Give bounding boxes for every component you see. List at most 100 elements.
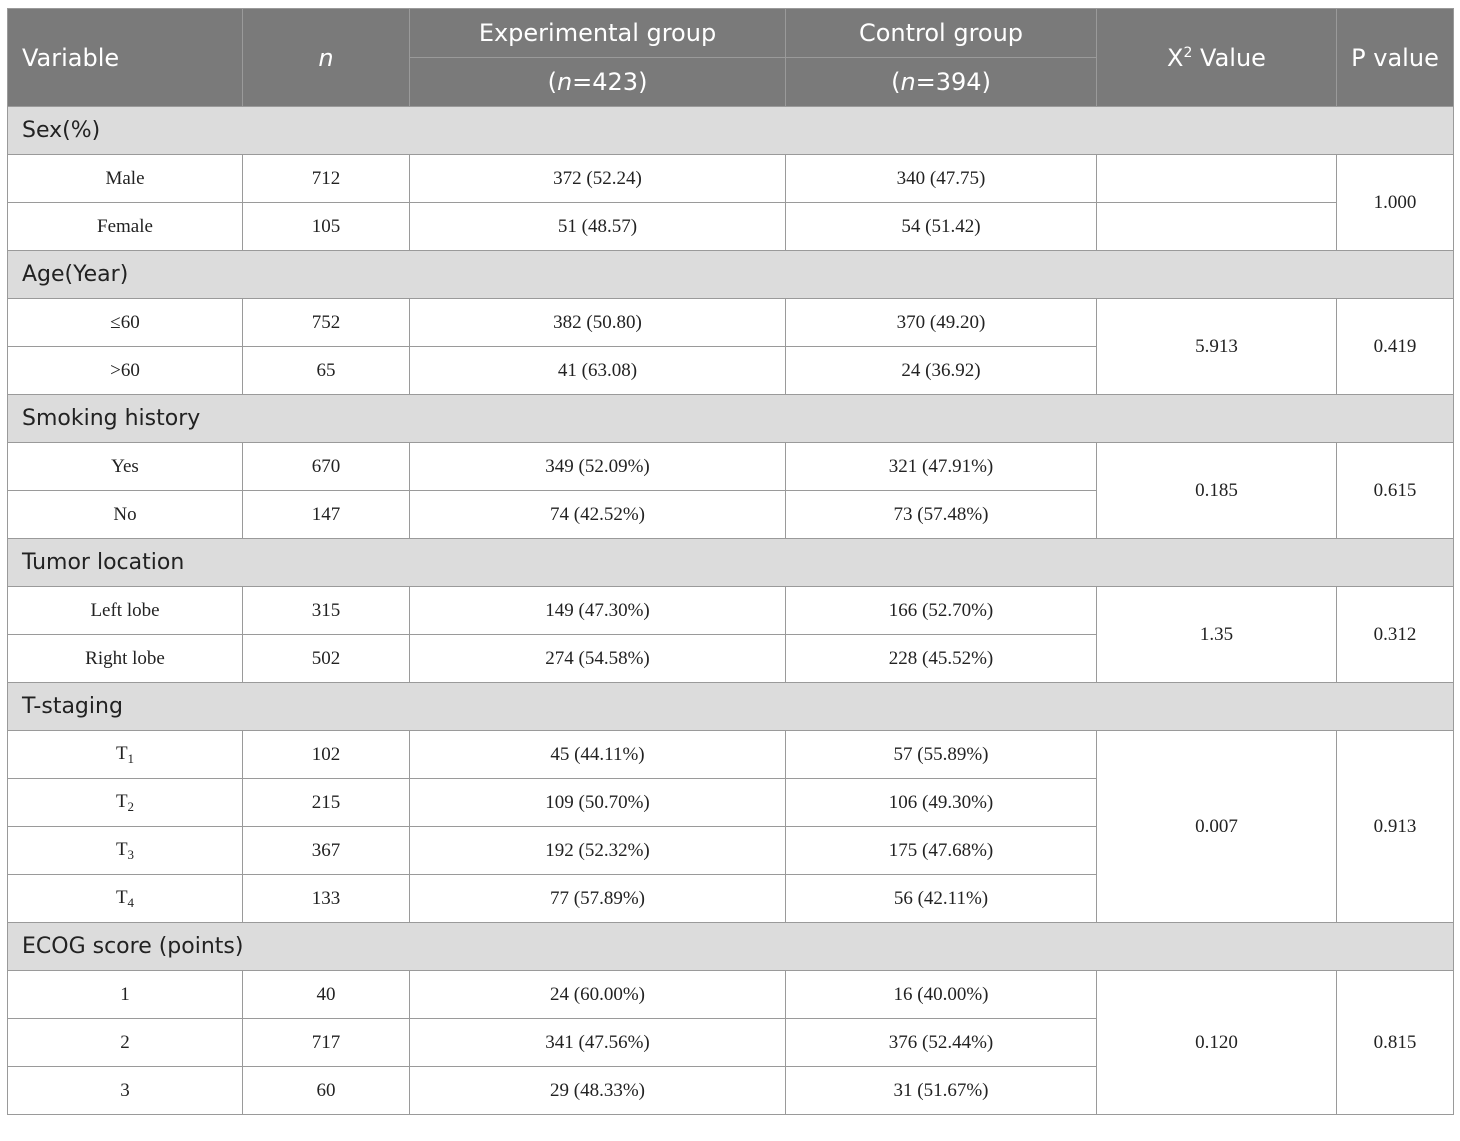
- section-title: Tumor location: [7, 538, 1454, 587]
- section-header-sex: Sex(%): [7, 106, 1454, 155]
- row-label: T4: [7, 874, 243, 923]
- row-experimental: 372 (52.24): [409, 154, 786, 203]
- table-row: Yes 670 349 (52.09%) 321 (47.91%) 0.185 …: [7, 442, 1454, 539]
- row-control: 57 (55.89%): [785, 730, 1097, 779]
- section-title: T-staging: [7, 682, 1454, 731]
- header-experimental-group: Experimental group: [409, 8, 786, 58]
- row-n: 147: [242, 490, 410, 539]
- row-n: 712: [242, 154, 410, 203]
- table-header: Variable n Experimental group Control gr…: [7, 8, 1454, 107]
- header-control-group: Control group: [785, 8, 1097, 58]
- row-n: 215: [242, 778, 410, 827]
- table-row: Left lobe 315 149 (47.30%) 166 (52.70%) …: [7, 586, 1454, 683]
- row-label: Right lobe: [7, 634, 243, 683]
- row-experimental: 24 (60.00%): [409, 970, 786, 1019]
- row-p-value: 0.913: [1336, 730, 1454, 923]
- row-experimental: 149 (47.30%): [409, 586, 786, 635]
- row-experimental: 382 (50.80): [409, 298, 786, 347]
- row-label: 1: [7, 970, 243, 1019]
- table-row: T1 102 45 (44.11%) 57 (55.89%) 0.007 0.9…: [7, 730, 1454, 923]
- row-experimental: 45 (44.11%): [409, 730, 786, 779]
- row-label: T1: [7, 730, 243, 779]
- data-table-container: Variable n Experimental group Control gr…: [7, 8, 1454, 1115]
- row-experimental: 341 (47.56%): [409, 1018, 786, 1067]
- row-p-value: 0.815: [1336, 970, 1454, 1115]
- table-row: Right lobe 502 274 (54.58%) 228 (45.52%): [7, 634, 1454, 683]
- table-row: No 147 74 (42.52%) 73 (57.48%): [7, 490, 1454, 539]
- row-n: 40: [242, 970, 410, 1019]
- header-n: n: [242, 8, 410, 107]
- row-p-value: 0.615: [1336, 442, 1454, 539]
- table-row: Female 105 51 (48.57) 54 (51.42): [7, 202, 1454, 251]
- row-control: 56 (42.11%): [785, 874, 1097, 923]
- row-n: 717: [242, 1018, 410, 1067]
- row-control: 106 (49.30%): [785, 778, 1097, 827]
- row-label: 2: [7, 1018, 243, 1067]
- row-control: 73 (57.48%): [785, 490, 1097, 539]
- row-experimental: 74 (42.52%): [409, 490, 786, 539]
- section-header-tumor-location: Tumor location: [7, 538, 1454, 587]
- header-control-n: (n=394): [785, 57, 1097, 107]
- section-title: Smoking history: [7, 394, 1454, 443]
- row-n: 65: [242, 346, 410, 395]
- row-label: ≤60: [7, 298, 243, 347]
- row-p-value: 0.419: [1336, 298, 1454, 395]
- row-label: >60: [7, 346, 243, 395]
- table-row: T4 133 77 (57.89%) 56 (42.11%): [7, 874, 1454, 923]
- row-control: 340 (47.75): [785, 154, 1097, 203]
- row-x2: 0.120: [1096, 970, 1337, 1115]
- row-p-value: 0.312: [1336, 586, 1454, 683]
- row-x2: 1.35: [1096, 586, 1337, 683]
- table-row: 3 60 29 (48.33%) 31 (51.67%): [7, 1066, 1454, 1115]
- row-label: T2: [7, 778, 243, 827]
- row-label: No: [7, 490, 243, 539]
- row-control: 24 (36.92): [785, 346, 1097, 395]
- table-row: Male 712 372 (52.24) 340 (47.75) 1.000: [7, 154, 1454, 251]
- row-x2: [1096, 154, 1337, 203]
- table-row: 1 40 24 (60.00%) 16 (40.00%) 0.120 0.815: [7, 970, 1454, 1115]
- section-title: Age(Year): [7, 250, 1454, 299]
- row-n: 502: [242, 634, 410, 683]
- table-row: ≤60 752 382 (50.80) 370 (49.20) 5.913 0.…: [7, 298, 1454, 395]
- row-experimental: 77 (57.89%): [409, 874, 786, 923]
- baseline-characteristics-table: Variable n Experimental group Control gr…: [7, 8, 1454, 1115]
- row-control: 31 (51.67%): [785, 1066, 1097, 1115]
- section-header-t-staging: T-staging: [7, 682, 1454, 731]
- row-experimental: 349 (52.09%): [409, 442, 786, 491]
- section-header-ecog: ECOG score (points): [7, 922, 1454, 971]
- row-p-value: 1.000: [1336, 154, 1454, 251]
- row-label: 3: [7, 1066, 243, 1115]
- row-x2: 0.185: [1096, 442, 1337, 539]
- row-experimental: 274 (54.58%): [409, 634, 786, 683]
- row-x2: 5.913: [1096, 298, 1337, 395]
- row-label: T3: [7, 826, 243, 875]
- row-experimental: 192 (52.32%): [409, 826, 786, 875]
- row-n: 133: [242, 874, 410, 923]
- table-row: T3 367 192 (52.32%) 175 (47.68%): [7, 826, 1454, 875]
- row-n: 105: [242, 202, 410, 251]
- header-experimental-n: (n=423): [409, 57, 786, 107]
- section-title: Sex(%): [7, 106, 1454, 155]
- row-control: 376 (52.44%): [785, 1018, 1097, 1067]
- row-experimental: 29 (48.33%): [409, 1066, 786, 1115]
- row-n: 752: [242, 298, 410, 347]
- row-experimental: 51 (48.57): [409, 202, 786, 251]
- row-label: Male: [7, 154, 243, 203]
- row-control: 166 (52.70%): [785, 586, 1097, 635]
- row-n: 670: [242, 442, 410, 491]
- header-p-value: P value: [1336, 8, 1454, 107]
- row-label: Yes: [7, 442, 243, 491]
- header-variable: Variable: [7, 8, 243, 107]
- row-n: 367: [242, 826, 410, 875]
- row-experimental: 109 (50.70%): [409, 778, 786, 827]
- row-x2-empty: [1096, 202, 1337, 251]
- section-header-smoking: Smoking history: [7, 394, 1454, 443]
- row-control: 175 (47.68%): [785, 826, 1097, 875]
- header-x2-value: X2 Value: [1096, 8, 1337, 107]
- row-label: Female: [7, 202, 243, 251]
- row-experimental: 41 (63.08): [409, 346, 786, 395]
- row-n: 315: [242, 586, 410, 635]
- row-control: 370 (49.20): [785, 298, 1097, 347]
- row-x2: 0.007: [1096, 730, 1337, 923]
- section-title: ECOG score (points): [7, 922, 1454, 971]
